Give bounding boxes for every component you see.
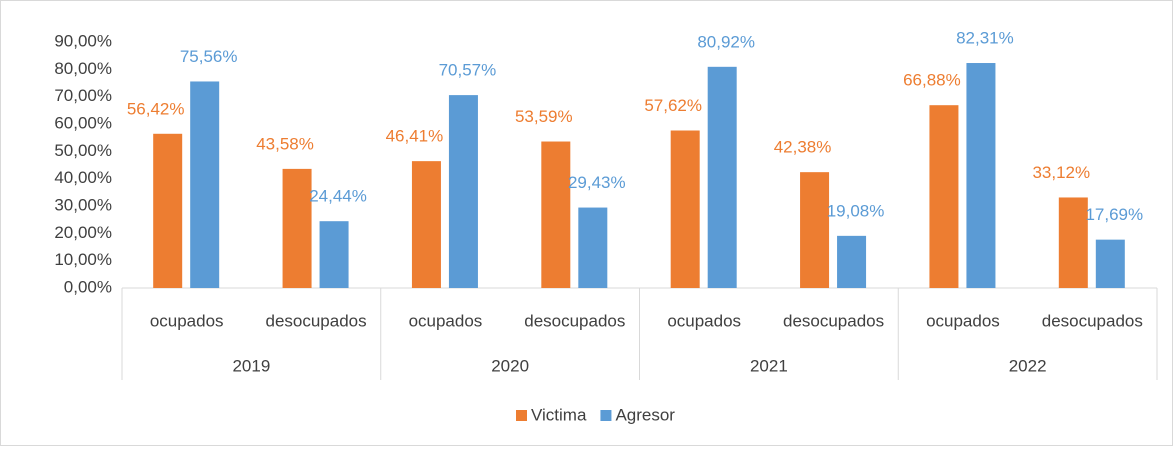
bar — [1095, 239, 1125, 288]
data-label: 53,59% — [515, 107, 573, 126]
data-label: 82,31% — [956, 29, 1014, 48]
data-label: 17,69% — [1085, 205, 1143, 224]
data-label: 66,88% — [903, 71, 961, 90]
bar — [1058, 197, 1088, 288]
data-label: 29,43% — [568, 173, 626, 192]
x-tick-label: desocupados — [783, 311, 884, 330]
legend-label: Agresor — [615, 405, 675, 424]
legend-swatch — [600, 410, 612, 421]
y-tick-label: 90,00% — [54, 31, 112, 50]
data-label: 75,56% — [180, 47, 238, 66]
data-label: 42,38% — [774, 138, 832, 157]
bar — [800, 172, 830, 288]
y-tick-label: 50,00% — [54, 141, 112, 160]
bar — [282, 168, 312, 288]
x-tick-label: desocupados — [1042, 311, 1143, 330]
x-tick-label: desocupados — [524, 311, 625, 330]
bar — [707, 66, 737, 288]
data-label: 24,44% — [309, 187, 367, 206]
group-label: 2019 — [232, 356, 270, 375]
bar — [319, 221, 349, 288]
x-tick-label: ocupados — [409, 311, 483, 330]
y-tick-label: 80,00% — [54, 59, 112, 78]
group-label: 2021 — [750, 356, 788, 375]
y-tick-label: 70,00% — [54, 86, 112, 105]
data-label: 56,42% — [127, 99, 185, 118]
data-label: 70,57% — [439, 61, 497, 80]
bar — [966, 63, 996, 288]
bar — [578, 207, 608, 288]
data-label: 43,58% — [256, 134, 314, 153]
bar — [411, 161, 441, 288]
data-label: 80,92% — [697, 32, 755, 51]
data-label: 19,08% — [827, 201, 885, 220]
legend-label: Victima — [531, 405, 587, 424]
y-tick-label: 0,00% — [64, 277, 112, 296]
bar — [541, 141, 571, 288]
y-tick-label: 30,00% — [54, 195, 112, 214]
group-label: 2022 — [1009, 356, 1047, 375]
bar — [929, 105, 959, 288]
x-tick-label: ocupados — [150, 311, 224, 330]
bar — [448, 95, 478, 288]
x-tick-label: desocupados — [265, 311, 366, 330]
group-label: 2020 — [491, 356, 529, 375]
y-tick-label: 20,00% — [54, 223, 112, 242]
legend-swatch — [516, 410, 527, 421]
x-tick-label: ocupados — [926, 311, 1000, 330]
data-label: 57,62% — [644, 96, 702, 115]
bar — [190, 81, 220, 288]
data-label: 46,41% — [386, 127, 444, 146]
x-tick-label: ocupados — [667, 311, 741, 330]
y-tick-label: 10,00% — [54, 250, 112, 269]
bar — [837, 235, 867, 288]
data-label: 33,12% — [1032, 163, 1090, 182]
bar — [153, 133, 183, 288]
bar — [670, 130, 700, 288]
y-tick-label: 40,00% — [54, 168, 112, 187]
y-tick-label: 60,00% — [54, 113, 112, 132]
